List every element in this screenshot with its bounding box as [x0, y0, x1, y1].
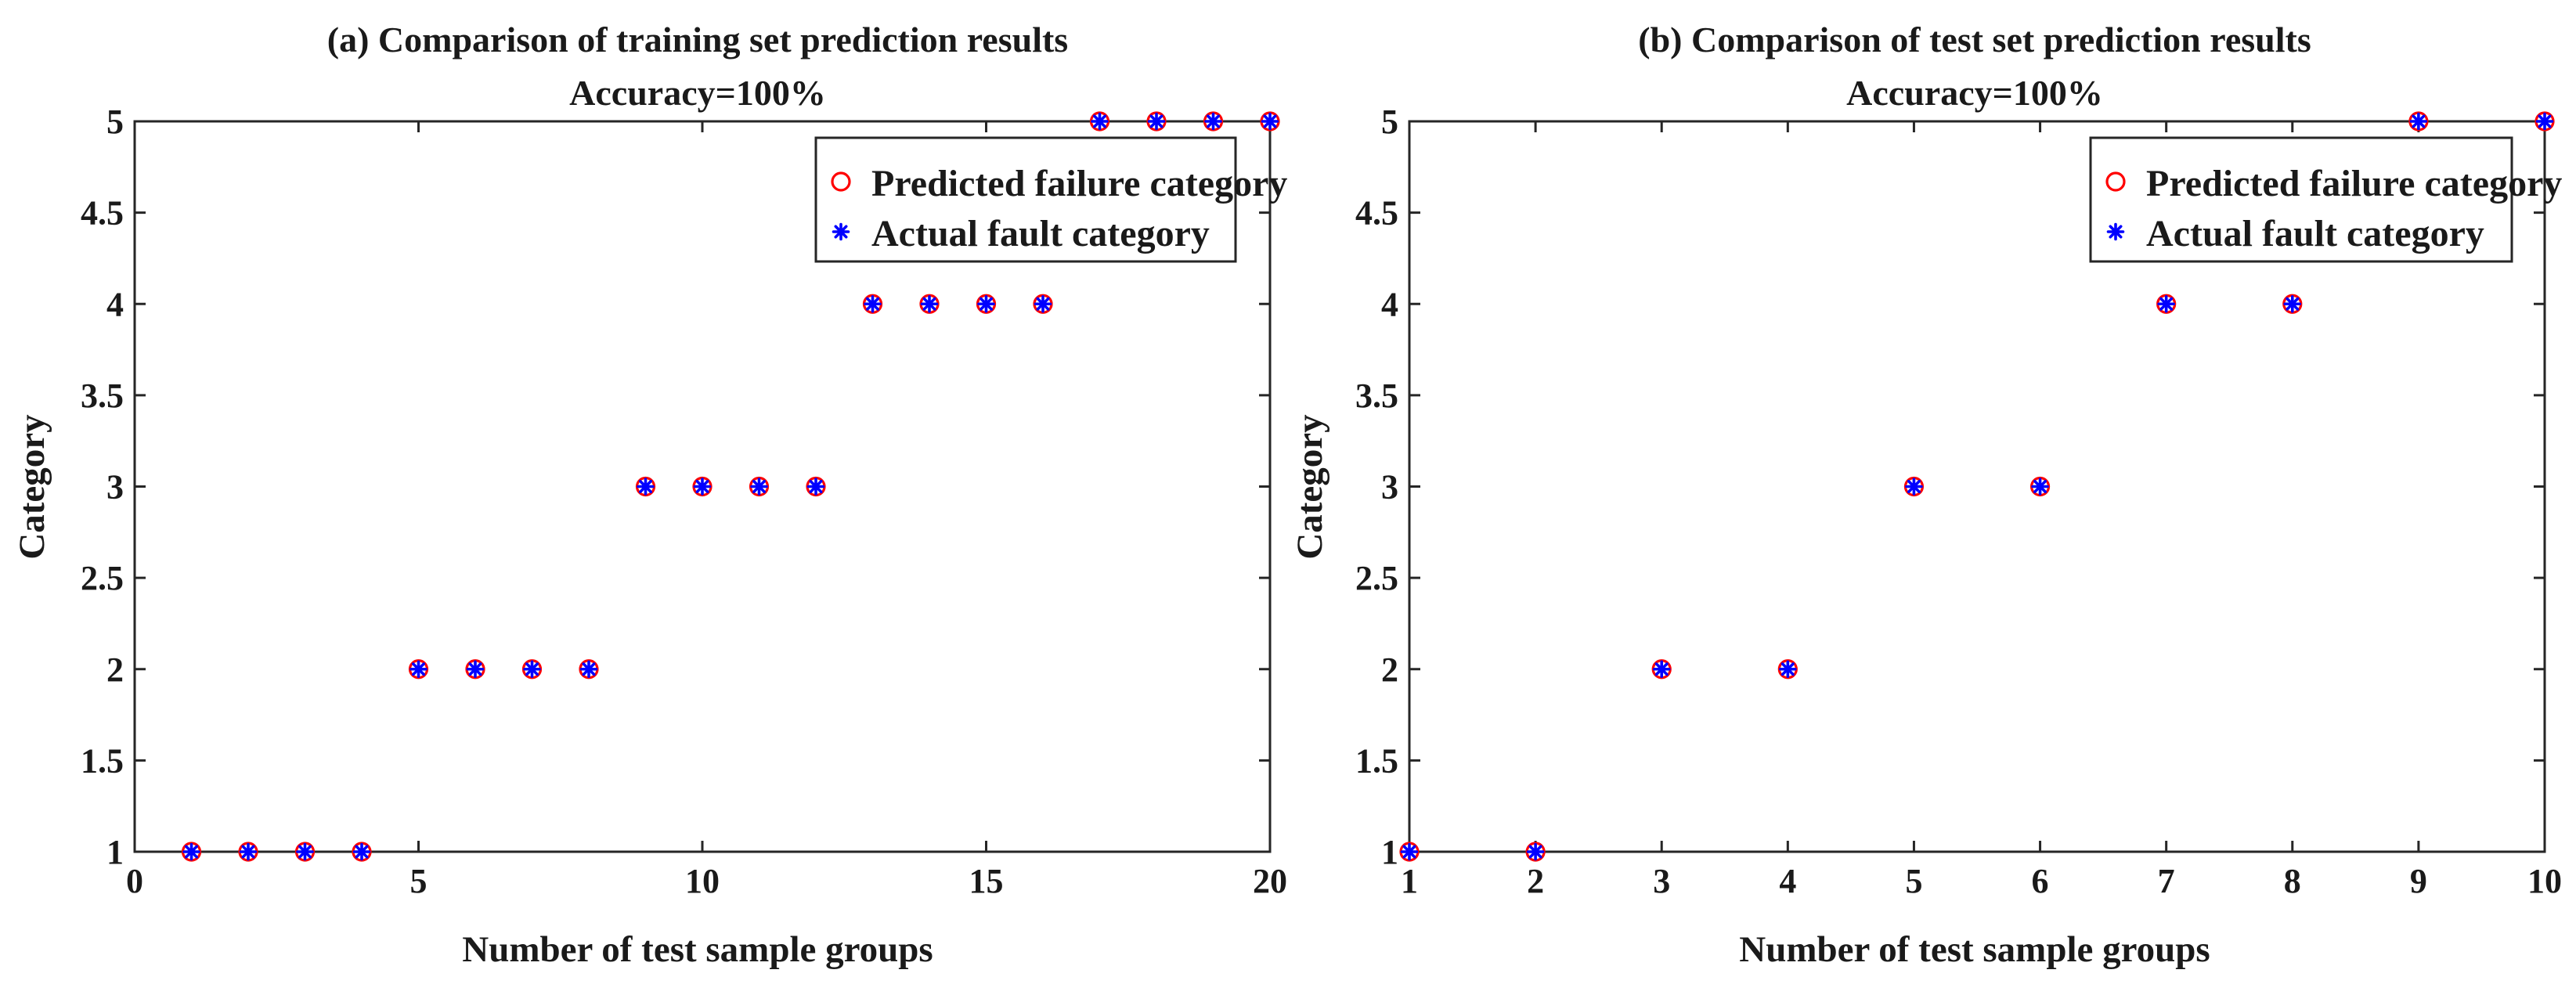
chart-title: (b) Comparison of test set prediction re…	[1638, 20, 2311, 59]
x-tick-label: 2	[1527, 862, 1544, 900]
point-actual	[239, 842, 258, 861]
y-tick-label: 3.5	[1355, 377, 1398, 415]
x-axis-label: Number of test sample groups	[1739, 929, 2210, 970]
legend-label-predicted: Predicted failure category	[2146, 163, 2562, 204]
point-actual	[1091, 112, 1109, 131]
y-tick-label: 4.5	[1355, 194, 1398, 233]
y-tick-label: 3.5	[81, 377, 124, 415]
data-marks	[1399, 111, 2555, 862]
y-tick-label: 1	[106, 833, 124, 871]
y-tick-label: 4	[106, 285, 124, 323]
y-tick-label: 2.5	[1355, 559, 1398, 597]
legend-circle-icon	[831, 171, 851, 192]
x-tick-label: 4	[1779, 862, 1796, 900]
point-actual	[1526, 842, 1545, 861]
x-tick-label: 5	[1905, 862, 1922, 900]
x-tick-label: 3	[1653, 862, 1670, 900]
point-actual	[1905, 478, 1923, 496]
legend-marker-actual	[832, 222, 850, 241]
point-actual	[2409, 112, 2428, 131]
point-actual	[2157, 294, 2175, 313]
x-tick-label: 6	[2032, 862, 2049, 900]
point-actual	[750, 478, 768, 496]
chart-subtitle: Accuracy=100%	[569, 73, 826, 113]
chart-panel-training: (a) Comparison of training set predictio…	[12, 20, 1287, 970]
legend-asterisk-icon	[832, 222, 850, 241]
chart-panel-test: (b) Comparison of test set prediction re…	[1290, 20, 2562, 970]
point-actual	[466, 660, 485, 679]
y-tick-label: 3	[106, 468, 124, 507]
point-actual	[977, 294, 995, 313]
point-actual	[637, 478, 655, 496]
y-axis-label: Category	[12, 414, 52, 560]
point-actual	[1034, 294, 1052, 313]
y-tick-label: 3	[1381, 468, 1398, 507]
legend-box	[2089, 136, 2513, 263]
point-actual	[352, 842, 371, 861]
point-actual	[296, 842, 314, 861]
point-actual	[1261, 112, 1279, 131]
y-tick-label: 1.5	[81, 741, 124, 780]
point-actual	[182, 842, 200, 861]
x-tick-label: 10	[2527, 862, 2562, 900]
legend: Predicted failure category Actual fault …	[2089, 136, 2562, 263]
x-tick-label: 10	[685, 862, 720, 900]
point-actual	[806, 478, 825, 496]
y-tick-label: 2.5	[81, 559, 124, 597]
x-tick-label: 15	[969, 862, 1004, 900]
y-tick-label: 1.5	[1355, 741, 1398, 780]
legend-asterisk-icon	[2106, 222, 2125, 241]
legend: Predicted failure category Actual fault …	[814, 136, 1287, 263]
legend-label-actual: Actual fault category	[871, 213, 1210, 254]
point-actual	[2535, 112, 2554, 131]
point-actual	[1779, 660, 1797, 679]
legend-marker-predicted	[831, 171, 851, 192]
x-tick-label: 5	[410, 862, 428, 900]
chart-title: (a) Comparison of training set predictio…	[327, 20, 1068, 59]
legend-marker-actual	[2106, 222, 2125, 241]
point-actual	[523, 660, 541, 679]
y-tick-label: 2	[106, 651, 124, 689]
y-tick-label: 2	[1381, 651, 1398, 689]
chart-subtitle: Accuracy=100%	[1846, 73, 2103, 113]
point-actual	[920, 294, 939, 313]
x-tick-label: 7	[2158, 862, 2175, 900]
point-actual	[1147, 112, 1166, 131]
y-axis-label: Category	[1290, 414, 1330, 560]
legend-label-actual: Actual fault category	[2146, 213, 2484, 254]
x-tick-label: 1	[1401, 862, 1418, 900]
point-actual	[1652, 660, 1671, 679]
point-actual	[579, 660, 598, 679]
point-actual	[1204, 112, 1222, 131]
y-tick-label: 4	[1381, 285, 1398, 323]
legend-circle-icon	[2105, 171, 2126, 192]
legend-box	[814, 136, 1237, 263]
data-marks	[181, 111, 1280, 862]
axis-ticks: 0 5 10 15 20 1 1.5 2 2.5 3 3.5 4 4.5 5	[81, 103, 1287, 900]
x-tick-label: 0	[126, 862, 143, 900]
x-tick-label: 8	[2284, 862, 2301, 900]
y-tick-label: 1	[1381, 833, 1398, 871]
x-tick-label: 20	[1253, 862, 1287, 900]
legend-marker-predicted	[2105, 171, 2126, 192]
point-actual	[409, 660, 428, 679]
point-actual	[2283, 294, 2302, 313]
x-tick-label: 9	[2410, 862, 2427, 900]
y-tick-label: 4.5	[81, 194, 124, 233]
axis-ticks: 1 2 3 4 5 6 7 8 9 10 1 1.5 2 2.5 3 3.5 4 4.5 5	[1355, 103, 2562, 900]
point-actual	[2031, 478, 2049, 496]
y-tick-label: 5	[106, 103, 124, 141]
point-actual	[864, 294, 882, 313]
point-actual	[1400, 842, 1419, 861]
legend-label-predicted: Predicted failure category	[871, 163, 1287, 204]
y-tick-label: 5	[1381, 103, 1398, 141]
x-axis-label: Number of test sample groups	[462, 929, 933, 970]
point-actual	[693, 478, 712, 496]
